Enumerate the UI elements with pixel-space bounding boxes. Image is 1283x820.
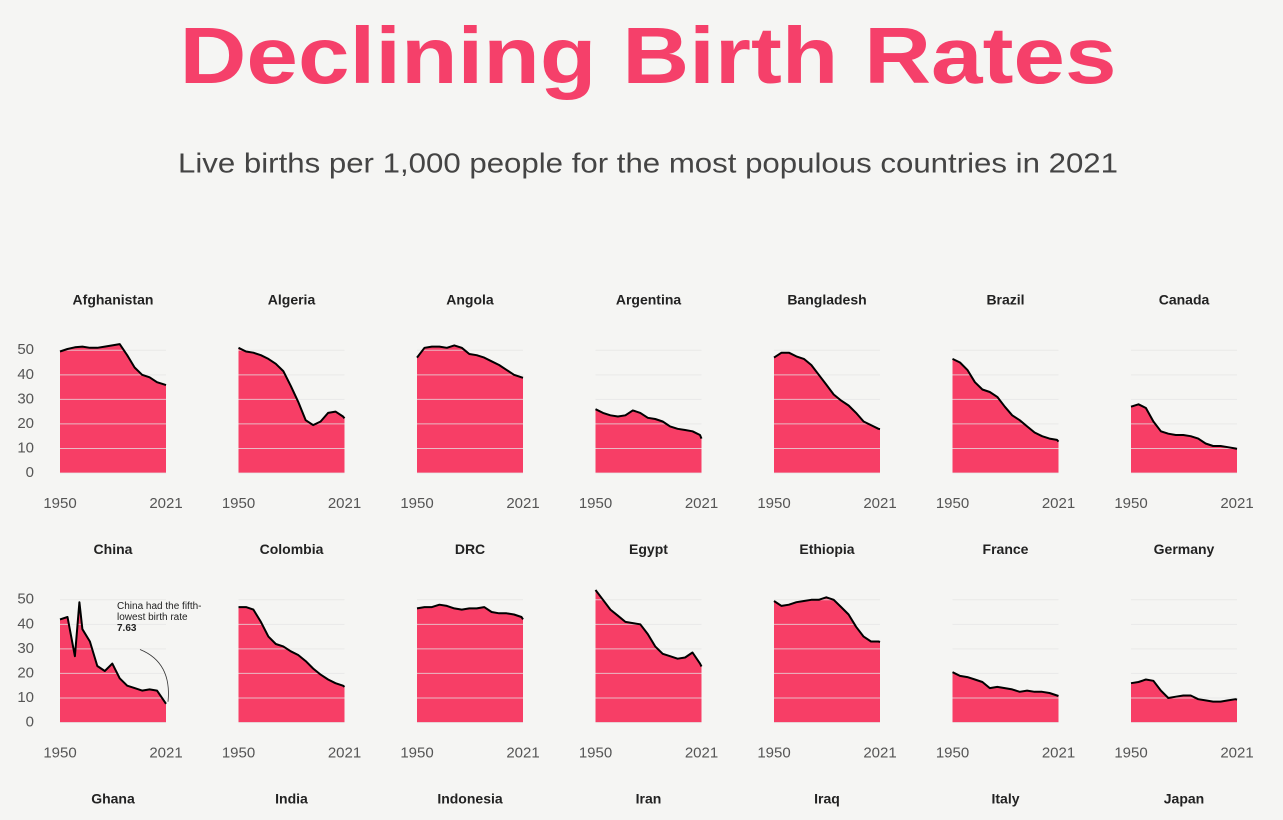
chart-title: Algeria	[268, 292, 316, 308]
area	[595, 590, 702, 723]
chart-title: Bangladesh	[787, 292, 866, 308]
annotation-value: 7.63	[117, 622, 137, 634]
x-tick-label: 2021	[149, 744, 182, 761]
annotation: China had the fifth-lowest birth rate7.6…	[117, 600, 202, 634]
chart-title: China	[94, 541, 133, 557]
chart-title: India	[275, 791, 308, 807]
y-tick-label: 20	[17, 415, 34, 432]
area	[238, 347, 345, 473]
y-tick-label: 20	[17, 664, 34, 681]
x-tick-label: 1950	[1114, 744, 1147, 761]
y-tick-label: 40	[17, 615, 34, 632]
line	[952, 357, 1060, 443]
line	[595, 408, 703, 439]
area	[774, 352, 880, 473]
area	[952, 358, 1059, 473]
y-tick-label: 0	[26, 713, 34, 730]
y-tick-label: 0	[26, 464, 34, 481]
x-tick-label: 2021	[149, 495, 182, 512]
chart-title: Iran	[636, 791, 662, 807]
x-tick-label: 2021	[328, 744, 361, 761]
x-tick-label: 1950	[936, 495, 969, 512]
x-tick-label: 1950	[579, 495, 612, 512]
chart-title: Canada	[1159, 292, 1210, 308]
annotation-text: China had the fifth-lowest birth rate	[117, 600, 202, 623]
y-tick-label: 30	[17, 390, 34, 407]
area	[1131, 404, 1237, 473]
y-tick-label: 10	[17, 439, 34, 456]
line	[416, 603, 524, 620]
chart-title: Italy	[991, 791, 1019, 807]
chart-title: Ethiopia	[799, 541, 854, 557]
x-tick-label: 1950	[43, 744, 76, 761]
line	[1130, 403, 1238, 450]
x-tick-label: 1950	[936, 744, 969, 761]
chart-title: Indonesia	[437, 791, 503, 807]
area	[60, 344, 166, 473]
x-tick-label: 1950	[400, 744, 433, 761]
x-tick-label: 2021	[506, 744, 539, 761]
x-tick-label: 2021	[685, 495, 718, 512]
x-tick-label: 2021	[1220, 744, 1253, 761]
line	[59, 343, 167, 387]
chart-title: Angola	[446, 292, 494, 308]
area	[238, 607, 345, 723]
x-tick-label: 1950	[1114, 495, 1147, 512]
line	[1130, 678, 1238, 703]
chart-title: Egypt	[629, 541, 668, 557]
line	[773, 596, 881, 643]
chart-title: Iraq	[814, 791, 840, 807]
page-title: Declining Birth Rates	[180, 11, 1117, 100]
y-tick-label: 50	[17, 341, 34, 358]
line	[416, 344, 524, 379]
x-tick-label: 1950	[400, 495, 433, 512]
line	[773, 351, 881, 431]
x-tick-label: 2021	[1042, 744, 1075, 761]
x-tick-label: 2021	[1220, 495, 1253, 512]
x-tick-label: 2021	[863, 495, 896, 512]
x-tick-label: 2021	[685, 744, 718, 761]
x-tick-label: 2021	[506, 495, 539, 512]
x-tick-label: 1950	[579, 744, 612, 761]
line	[238, 606, 346, 688]
chart-title: Colombia	[260, 541, 324, 557]
x-tick-label: 2021	[1042, 495, 1075, 512]
line	[594, 589, 703, 667]
line	[59, 601, 167, 705]
area	[60, 602, 166, 723]
annotation-arc	[139, 649, 169, 702]
chart-title: Afghanistan	[73, 292, 154, 308]
area	[952, 672, 1059, 723]
x-tick-label: 1950	[222, 744, 255, 761]
chart-title: Argentina	[616, 292, 682, 308]
chart-title: Japan	[1164, 791, 1204, 807]
x-tick-label: 2021	[328, 495, 361, 512]
x-tick-label: 1950	[43, 495, 76, 512]
chart-title: France	[983, 541, 1029, 557]
y-tick-label: 50	[17, 591, 34, 608]
chart-title: Germany	[1154, 541, 1215, 557]
page-subtitle: Live births per 1,000 people for the mos…	[178, 147, 1118, 178]
area	[595, 409, 702, 473]
y-tick-label: 10	[17, 689, 34, 706]
chart-title: Ghana	[91, 791, 135, 807]
x-tick-label: 1950	[757, 495, 790, 512]
y-tick-label: 30	[17, 640, 34, 657]
chart-title: DRC	[455, 541, 485, 557]
x-tick-label: 2021	[863, 744, 896, 761]
line	[952, 671, 1059, 697]
line	[238, 346, 346, 427]
area	[1131, 679, 1237, 723]
y-tick-label: 40	[17, 366, 34, 383]
chart-title: Brazil	[986, 292, 1024, 308]
x-tick-label: 1950	[757, 744, 790, 761]
x-tick-label: 1950	[222, 495, 255, 512]
area	[417, 604, 523, 723]
area	[417, 345, 523, 473]
area	[774, 597, 880, 723]
